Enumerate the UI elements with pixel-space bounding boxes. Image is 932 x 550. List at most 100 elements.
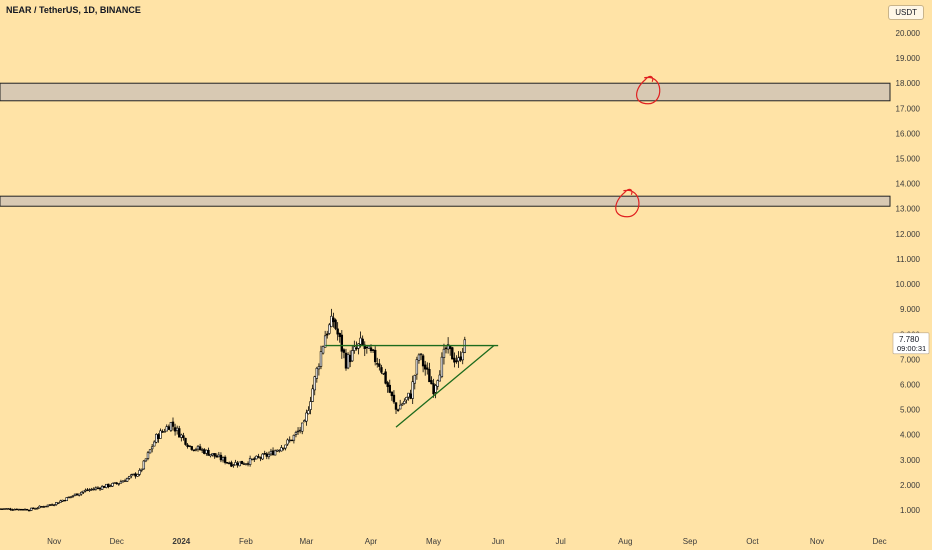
candle: [142, 460, 146, 470]
candle: [396, 408, 400, 412]
x-tick-label: May: [426, 537, 441, 546]
candle: [319, 345, 323, 370]
candle: [398, 399, 402, 410]
x-tick-label: 2024: [172, 537, 190, 546]
candle: [107, 483, 110, 489]
candle: [173, 423, 177, 436]
candle: [134, 472, 137, 479]
candle: [11, 508, 14, 511]
candle: [280, 445, 283, 452]
candle: [203, 448, 206, 455]
candle: [111, 482, 114, 488]
candle: [267, 451, 271, 460]
candle: [84, 488, 87, 493]
candle: [311, 384, 314, 403]
candle: [407, 392, 410, 401]
x-tick-label: Apr: [365, 537, 378, 546]
candle: [178, 425, 181, 438]
candle: [13, 508, 16, 511]
candle: [215, 453, 218, 458]
candle: [61, 499, 64, 502]
candle: [186, 443, 189, 449]
candle: [376, 357, 379, 368]
candle: [88, 488, 91, 492]
candle: [34, 507, 37, 510]
candle: [388, 379, 391, 394]
candle: [282, 447, 285, 451]
y-tick-label: 15.000: [896, 155, 921, 164]
candle: [148, 449, 152, 454]
candle: [236, 460, 239, 468]
circle-annotation-1[interactable]: [636, 75, 661, 105]
x-tick-label: Dec: [110, 537, 124, 546]
resistance-zone-2[interactable]: [0, 195, 891, 207]
candle: [157, 433, 160, 443]
candle: [271, 447, 275, 456]
candle: [167, 424, 171, 430]
candle: [57, 502, 60, 504]
candle: [211, 453, 214, 457]
candle: [411, 375, 414, 405]
candle: [19, 508, 23, 511]
candle: [113, 482, 116, 484]
currency-button[interactable]: USDT: [888, 5, 924, 20]
circle-annotation-2[interactable]: [615, 188, 640, 218]
candle: [103, 485, 106, 488]
price-axis: 1.0002.0003.0004.0005.0006.0007.0008.000…: [896, 29, 921, 515]
candle: [346, 352, 350, 370]
candle: [161, 429, 164, 433]
candle: [27, 509, 31, 512]
candle: [132, 473, 135, 476]
candle: [296, 427, 300, 435]
candle: [40, 506, 43, 508]
candle: [125, 477, 129, 482]
candle: [115, 481, 118, 485]
candle: [213, 453, 216, 459]
price-label-box: [892, 332, 930, 355]
candle: [340, 330, 344, 359]
candle: [442, 343, 446, 365]
candle: [317, 363, 321, 376]
candle: [200, 447, 204, 454]
resistance-zone-1[interactable]: [0, 82, 891, 102]
candle: [198, 443, 202, 451]
candle: [180, 433, 183, 442]
candle: [286, 438, 289, 447]
candle: [394, 402, 398, 414]
candle: [257, 453, 260, 459]
candle: [315, 366, 319, 383]
candle: [255, 455, 258, 460]
candle: [461, 348, 464, 365]
candle: [78, 493, 81, 497]
candle: [307, 406, 310, 415]
candle: [100, 484, 104, 490]
candle: [153, 440, 156, 447]
x-tick-label: Dec: [872, 537, 886, 546]
candle: [71, 495, 75, 498]
candle: [276, 449, 279, 452]
candle: [421, 353, 425, 373]
candle: [382, 372, 385, 375]
candle: [321, 345, 325, 355]
candle: [303, 419, 306, 423]
candle: [342, 348, 346, 359]
x-tick-label: Nov: [47, 537, 61, 546]
candle: [225, 462, 229, 464]
candle: [390, 391, 394, 401]
candle: [0, 508, 2, 510]
candle: [409, 389, 412, 400]
trendline-rising-support[interactable]: [395, 345, 495, 428]
annotations: [615, 75, 661, 218]
candle: [105, 483, 108, 489]
candle: [123, 478, 127, 482]
candle: [38, 505, 41, 509]
candle: [244, 463, 248, 466]
candle: [42, 505, 45, 508]
candle: [261, 453, 264, 461]
candle: [238, 461, 241, 467]
candle: [96, 486, 100, 490]
candle: [338, 332, 341, 343]
y-tick-label: 19.000: [896, 54, 921, 63]
